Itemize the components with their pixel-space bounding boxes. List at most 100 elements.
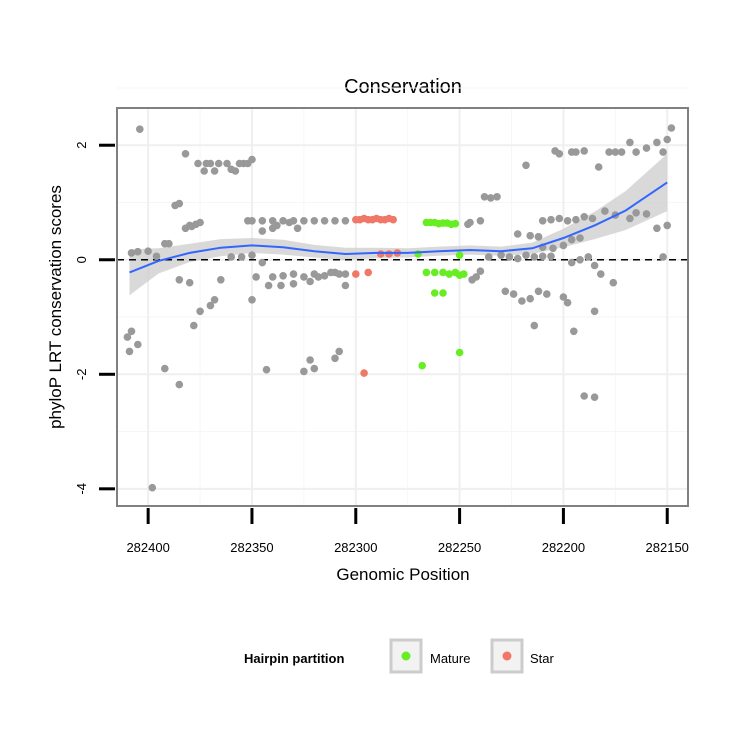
point-other-136 [590, 393, 599, 402]
point-other-117 [570, 327, 578, 336]
grid-lines [117, 87, 688, 506]
point-other-29 [194, 159, 202, 168]
point-other-75 [300, 367, 308, 376]
point-other-161 [285, 218, 294, 227]
point-other-64 [341, 270, 350, 278]
point-other-105 [549, 244, 557, 253]
point-other-100 [559, 293, 568, 301]
point-other-120 [555, 150, 564, 158]
point-other-32 [210, 167, 219, 175]
point-other-115 [530, 321, 539, 330]
point-other-91 [530, 253, 539, 261]
point-other-146 [626, 214, 634, 223]
point-other-84 [480, 193, 489, 201]
point-other-83 [476, 217, 485, 225]
point-other-20 [125, 347, 134, 356]
point-other-5 [165, 239, 173, 248]
point-other-130 [642, 144, 651, 152]
point-star-12 [360, 369, 368, 377]
legend: Hairpin partition Mature Star [244, 638, 555, 674]
point-other-125 [605, 148, 613, 156]
point-other-82 [466, 218, 474, 227]
data-points [123, 124, 676, 492]
point-other-140 [563, 217, 572, 225]
point-star-14 [385, 250, 393, 258]
point-other-116 [563, 298, 572, 307]
point-other-2 [144, 247, 152, 255]
x-tick-label-0: 282400 [126, 540, 169, 555]
point-other-144 [601, 207, 609, 215]
point-other-118 [590, 307, 599, 316]
point-mature-14 [460, 270, 468, 278]
point-other-123 [580, 147, 588, 155]
point-other-49 [310, 217, 319, 225]
point-other-68 [289, 280, 298, 288]
y-tick-label-3: 2 [74, 142, 89, 149]
point-other-137 [538, 217, 547, 225]
point-other-108 [576, 234, 584, 242]
point-other-154 [484, 253, 493, 261]
point-other-141 [572, 215, 580, 224]
y-axis-title: phyloP LRT conservation scores [46, 185, 65, 429]
legend-swatch-star [502, 651, 512, 661]
point-other-12 [187, 222, 196, 231]
point-other-13 [175, 276, 184, 284]
point-other-92 [538, 252, 547, 261]
point-other-112 [590, 261, 599, 270]
point-other-78 [331, 354, 339, 363]
point-other-102 [526, 231, 534, 240]
point-other-33 [206, 159, 215, 168]
point-other-132 [659, 148, 667, 156]
point-other-122 [572, 148, 580, 156]
point-other-19 [123, 333, 132, 341]
point-other-157 [472, 273, 481, 281]
point-other-46 [279, 217, 287, 225]
point-other-23 [161, 364, 169, 373]
point-other-109 [567, 258, 576, 267]
point-other-15 [196, 307, 204, 316]
point-other-69 [306, 277, 314, 286]
point-mature-16 [439, 289, 447, 297]
point-other-62 [320, 272, 329, 280]
point-other-26 [136, 125, 144, 133]
point-star-13 [376, 250, 385, 258]
point-other-134 [667, 124, 676, 132]
point-other-97 [526, 294, 534, 303]
point-mature-11 [445, 270, 454, 278]
smooth-line [129, 181, 668, 274]
point-other-37 [231, 167, 240, 175]
point-other-93 [547, 252, 555, 261]
point-mature-17 [418, 361, 427, 370]
point-other-52 [341, 217, 350, 225]
point-other-11 [196, 218, 204, 227]
point-other-7 [175, 199, 184, 208]
point-other-80 [341, 281, 350, 290]
point-other-22 [134, 340, 142, 349]
point-other-139 [555, 214, 564, 223]
point-other-55 [248, 251, 256, 259]
point-other-76 [306, 356, 314, 364]
point-other-34 [214, 159, 223, 168]
plot-border [116, 107, 689, 507]
point-other-25 [190, 321, 198, 330]
point-other-51 [331, 217, 339, 225]
x-axis-title: Genomic Position [336, 565, 469, 584]
point-other-127 [617, 148, 626, 156]
point-other-21 [127, 327, 136, 336]
point-other-56 [258, 258, 267, 267]
point-other-0 [127, 249, 136, 257]
point-other-138 [547, 215, 555, 224]
point-other-106 [559, 241, 568, 250]
point-other-98 [534, 287, 543, 296]
point-other-74 [262, 365, 271, 374]
y-tick-label-2: 0 [74, 256, 89, 263]
point-star-9 [389, 215, 398, 224]
point-other-14 [185, 278, 194, 287]
point-other-89 [513, 254, 522, 263]
point-other-129 [632, 148, 640, 156]
legend-label-mature: Mature [430, 651, 470, 666]
point-other-135 [580, 392, 588, 400]
point-other-67 [277, 281, 285, 290]
point-other-35 [223, 159, 231, 168]
point-other-107 [567, 235, 576, 244]
